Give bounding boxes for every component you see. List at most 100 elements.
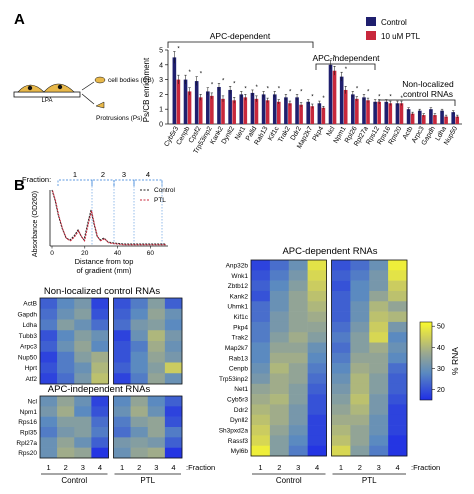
bar-control [362,97,366,124]
heatmap-cell [350,260,370,271]
heatmap-cell [331,270,351,281]
heatmap-cell [130,362,149,374]
bar-control [328,64,333,124]
fraction-tick-label: 4 [98,463,102,472]
colorbar-label: % RNA [450,347,460,375]
heatmap-title-apc-independent: APC-independent RNAs [48,384,151,395]
bar-chart-category-label: Pkp4 [311,125,325,142]
bracket-label-apc-independent: APC-independent [312,53,380,63]
heatmap-cell [130,319,149,331]
heatmap-cell [130,341,149,353]
heatmap-cell [331,363,351,374]
heatmap-cell [57,437,75,448]
heatmap-cell [74,319,92,331]
bar-control [284,97,288,124]
heatmap-cell [307,435,327,446]
heatmap-cell [147,437,166,448]
heatmap-cell [147,308,166,320]
legend-label-control: Control [381,18,407,27]
bracket-apc-dependent [167,41,314,48]
heatmap-cell [288,394,308,405]
bar-ptl [299,104,303,124]
heatmap-cell [251,260,271,271]
fraction-tick-label: 3 [154,463,158,472]
heatmap-title-apc-dependent: APC-dependent RNAs [282,246,377,257]
bar-ptl [343,89,348,124]
heatmap-cell [40,330,58,342]
heatmap-cell [57,373,75,385]
heatmap-gene-label: Cyb5r3 [227,397,248,404]
fraction-axis-label: :Fraction [411,463,440,472]
colorbar-tick-label: 30 [437,366,445,373]
heatmap-cell [74,330,92,342]
bar-chart-ytick-label: 4 [159,62,163,69]
profile-xtick-label: 0 [50,250,54,257]
colorbar-tick-label: 40 [437,345,445,352]
heatmap-cell [40,308,58,320]
heatmap-cell [350,435,370,446]
heatmap-gene-label: Tubb3 [19,333,38,340]
fraction-number: 3 [122,170,126,179]
fraction-tick-label: 1 [339,463,343,472]
heatmap-cell [251,373,271,385]
heatmap-cell [388,363,408,374]
heatmap-cell [369,280,389,292]
bar-ptl [254,98,259,124]
heatmap-gene-label: Npm1 [20,409,38,416]
bar-ptl [455,116,460,124]
fraction-bracket [113,179,135,186]
heatmap-cell [307,373,327,385]
heatmap-cell [388,445,408,457]
heatmap-cell [307,311,327,323]
significance-marker: * [278,86,281,92]
cell-schematic: LPA cell bodies (CB) Protrusions (Ps) [13,76,154,122]
heatmap-gene-label: Arpc3 [20,344,37,351]
heatmap-cell [307,342,327,354]
heatmap-cell [147,319,166,331]
heatmap-cell [57,396,75,407]
fraction-label: Fraction: [22,175,51,184]
heatmap-cell [113,406,131,417]
bar-ptl [388,103,393,124]
heatmap-cell [288,435,308,446]
heatmap-gene-label: Trak2 [232,335,249,342]
heatmap-cell [251,394,271,405]
heatmap-gene-label: Cenpb [229,366,249,373]
heatmap-cell [388,394,408,405]
profile-xtick-label: 60 [147,250,155,257]
heatmap-cell [307,394,327,405]
heatmap-cell [269,301,290,312]
heatmap-cell [113,373,131,385]
heatmap-cell [331,332,351,343]
heatmap-cell [388,383,408,395]
heatmap-gene-label: Map2k7 [225,345,249,352]
bar-control [306,101,311,124]
heatmap-cell [40,319,58,331]
heatmap-cell [288,270,308,281]
significance-marker: * [389,95,392,101]
heatmap-cell [307,414,327,426]
bar-ptl [332,70,337,124]
heatmap-cell [307,332,327,343]
cell-body-icon [94,76,106,84]
bar-control [228,89,232,124]
heatmap-cell [113,447,131,459]
significance-marker: * [200,72,203,78]
heatmap-cell [147,373,166,385]
bar-ptl [399,103,404,124]
heatmap-cell [164,308,183,320]
heatmap-gene-label: Wnk1 [231,273,248,280]
heatmap-gene-label: Rassf3 [228,438,249,445]
legend-swatch-ptl [366,31,376,40]
heatmap-cell [350,332,370,343]
heatmap-cell [307,425,327,436]
heatmap-cell [74,373,92,385]
heatmap-cell [288,363,308,374]
heatmap-gene-label: Ddr2 [234,407,248,414]
heatmap-cell [40,437,58,448]
panel-a-legend: Control 10 uM PTL [366,17,421,41]
heatmap-cell [288,404,308,416]
lpa-label: LPA [42,98,53,104]
significance-marker: * [322,96,325,102]
heatmap-cell [350,280,370,292]
